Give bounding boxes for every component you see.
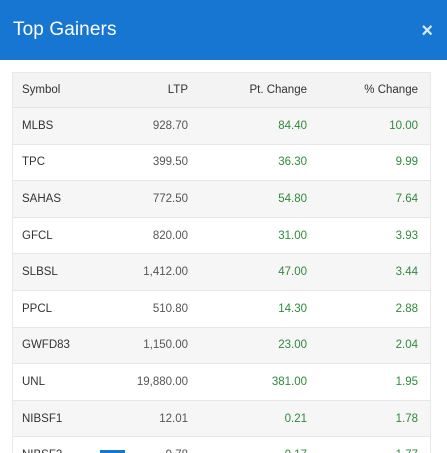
- gainers-table: Symbol LTP Pt. Change % Change MLBS 928.…: [13, 73, 430, 453]
- table-row[interactable]: SAHAS 772.50 54.80 7.64: [13, 180, 430, 218]
- pct-change-cell: 3.93: [307, 217, 430, 255]
- close-icon[interactable]: ×: [421, 19, 433, 42]
- symbol-cell: NIBSF2: [13, 436, 85, 453]
- table-row[interactable]: GFCL 820.00 31.00 3.93: [13, 217, 430, 255]
- modal-title: Top Gainers: [13, 19, 117, 40]
- pct-change-cell: 1.77: [307, 436, 430, 453]
- ltp-cell: 510.80: [85, 290, 188, 328]
- pt-change-cell: 54.80: [188, 180, 307, 218]
- ltp-cell: 772.50: [85, 180, 188, 218]
- pt-change-cell: 36.30: [188, 144, 307, 182]
- pt-change-cell: 0.21: [188, 400, 307, 438]
- ltp-cell: 12.01: [85, 400, 188, 438]
- ltp-cell: 9.78: [85, 436, 188, 453]
- symbol-cell: GWFD83: [13, 327, 85, 365]
- pt-change-cell: 84.40: [188, 107, 307, 145]
- ltp-cell: 820.00: [85, 217, 188, 255]
- symbol-cell: TPC: [13, 144, 85, 182]
- pct-change-cell: 3.44: [307, 253, 430, 291]
- column-header-pct-change: % Change: [307, 73, 430, 108]
- pct-change-cell: 9.99: [307, 144, 430, 182]
- symbol-cell: GFCL: [13, 217, 85, 255]
- table-row[interactable]: TPC 399.50 36.30 9.99: [13, 144, 430, 182]
- symbol-cell: UNL: [13, 363, 85, 401]
- gainers-table-container[interactable]: Symbol LTP Pt. Change % Change MLBS 928.…: [12, 72, 431, 453]
- scroll-indicator[interactable]: [100, 450, 125, 453]
- table-row[interactable]: UNL 19,880.00 381.00 1.95: [13, 363, 430, 401]
- pt-change-cell: 31.00: [188, 217, 307, 255]
- table-row[interactable]: SLBSL 1,412.00 47.00 3.44: [13, 253, 430, 291]
- column-header-pt-change: Pt. Change: [188, 73, 307, 108]
- ltp-cell: 1,412.00: [85, 253, 188, 291]
- table-row[interactable]: NIBSF2 9.78 0.17 1.77: [13, 436, 430, 453]
- ltp-cell: 928.70: [85, 107, 188, 145]
- symbol-cell: SLBSL: [13, 253, 85, 291]
- symbol-cell: NIBSF1: [13, 400, 85, 438]
- pct-change-cell: 1.78: [307, 400, 430, 438]
- table-row[interactable]: MLBS 928.70 84.40 10.00: [13, 107, 430, 145]
- symbol-cell: MLBS: [13, 107, 85, 145]
- column-header-ltp: LTP: [85, 73, 188, 108]
- pt-change-cell: 381.00: [188, 363, 307, 401]
- pt-change-cell: 0.17: [188, 436, 307, 453]
- pct-change-cell: 2.04: [307, 327, 430, 365]
- symbol-cell: SAHAS: [13, 180, 85, 218]
- modal-header: Top Gainers ×: [0, 0, 447, 60]
- table-row[interactable]: GWFD83 1,150.00 23.00 2.04: [13, 327, 430, 365]
- pct-change-cell: 10.00: [307, 107, 430, 145]
- ltp-cell: 19,880.00: [85, 363, 188, 401]
- pt-change-cell: 23.00: [188, 327, 307, 365]
- column-header-symbol: Symbol: [13, 73, 85, 108]
- pct-change-cell: 7.64: [307, 180, 430, 218]
- pt-change-cell: 14.30: [188, 290, 307, 328]
- pct-change-cell: 1.95: [307, 363, 430, 401]
- table-row[interactable]: PPCL 510.80 14.30 2.88: [13, 290, 430, 328]
- ltp-cell: 399.50: [85, 144, 188, 182]
- table-row[interactable]: NIBSF1 12.01 0.21 1.78: [13, 400, 430, 438]
- ltp-cell: 1,150.00: [85, 327, 188, 365]
- pt-change-cell: 47.00: [188, 253, 307, 291]
- table-header-row: Symbol LTP Pt. Change % Change: [13, 73, 430, 108]
- pct-change-cell: 2.88: [307, 290, 430, 328]
- symbol-cell: PPCL: [13, 290, 85, 328]
